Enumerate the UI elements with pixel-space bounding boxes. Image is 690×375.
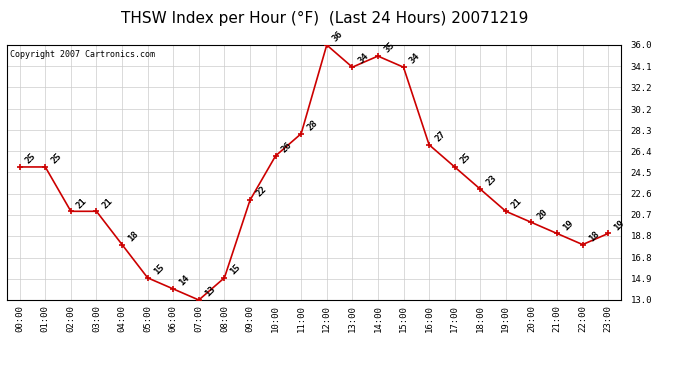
Text: 21: 21	[101, 196, 115, 210]
Text: 21: 21	[75, 196, 89, 210]
Text: 34: 34	[408, 52, 422, 66]
Text: Copyright 2007 Cartronics.com: Copyright 2007 Cartronics.com	[10, 50, 155, 59]
Text: 15: 15	[152, 262, 166, 276]
Text: 36: 36	[331, 30, 345, 44]
Text: 35: 35	[382, 41, 396, 55]
Text: 20: 20	[535, 207, 549, 221]
Text: 34: 34	[357, 52, 371, 66]
Text: 15: 15	[228, 262, 242, 276]
Text: 19: 19	[612, 218, 627, 232]
Text: 26: 26	[279, 141, 294, 154]
Text: 14: 14	[177, 273, 191, 288]
Text: THSW Index per Hour (°F)  (Last 24 Hours) 20071219: THSW Index per Hour (°F) (Last 24 Hours)…	[121, 11, 528, 26]
Text: 25: 25	[459, 152, 473, 166]
Text: 25: 25	[50, 152, 63, 166]
Text: 18: 18	[126, 229, 140, 243]
Text: 19: 19	[561, 218, 575, 232]
Text: 27: 27	[433, 129, 447, 143]
Text: 21: 21	[510, 196, 524, 210]
Text: 25: 25	[24, 152, 38, 166]
Text: 22: 22	[254, 185, 268, 199]
Text: 13: 13	[203, 285, 217, 298]
Text: 23: 23	[484, 174, 498, 188]
Text: 18: 18	[586, 229, 601, 243]
Text: 28: 28	[305, 118, 319, 132]
